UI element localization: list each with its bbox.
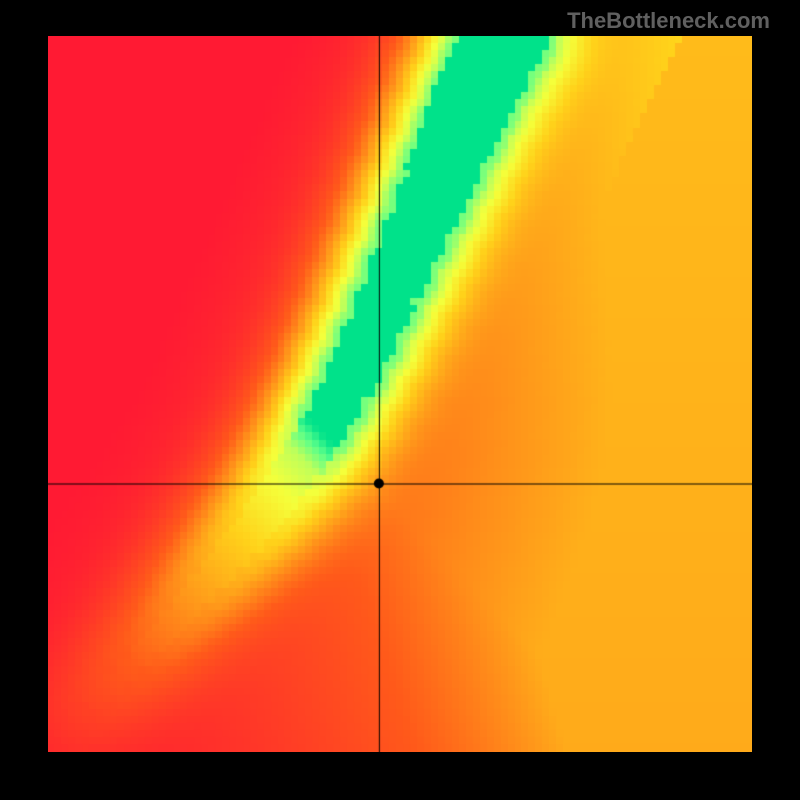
heatmap-plot: [48, 36, 752, 752]
watermark-text: TheBottleneck.com: [567, 8, 770, 34]
chart-container: TheBottleneck.com: [0, 0, 800, 800]
heatmap-canvas: [48, 36, 752, 752]
